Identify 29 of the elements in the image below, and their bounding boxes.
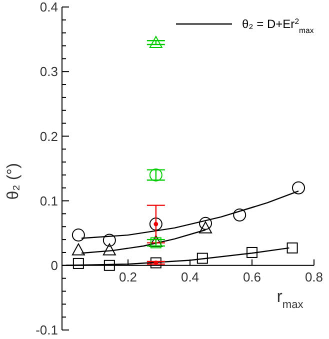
point	[149, 36, 162, 48]
y-axis-title: θ₂ (°)	[5, 163, 22, 200]
point	[102, 243, 116, 256]
point	[150, 257, 162, 268]
point	[246, 246, 258, 258]
y-tick-label: 0.1	[40, 193, 58, 208]
point	[72, 228, 85, 242]
point	[199, 216, 212, 230]
point	[104, 260, 115, 271]
x-tick-label: 0.6	[242, 269, 262, 284]
y-tick-label: 0.2	[40, 128, 58, 144]
y-tick-label: -0.1	[36, 322, 58, 338]
point	[102, 234, 116, 247]
y-tick-label: 0.4	[40, 0, 58, 15]
point	[199, 221, 212, 234]
x-tick-label: 0.4	[180, 269, 200, 284]
point	[286, 242, 298, 254]
point	[149, 168, 162, 182]
x-axis-title: r$_{max}$	[276, 287, 304, 311]
point	[72, 258, 84, 269]
point	[233, 208, 246, 222]
y-tick-label: 0.3	[40, 64, 58, 80]
x-tick-label: 0.2	[118, 269, 138, 284]
x-tick-label: 0.8	[304, 269, 324, 284]
point	[292, 181, 305, 194]
point	[149, 218, 162, 231]
point	[72, 243, 85, 256]
point	[196, 252, 208, 264]
y-tick-label: 0	[50, 258, 58, 273]
